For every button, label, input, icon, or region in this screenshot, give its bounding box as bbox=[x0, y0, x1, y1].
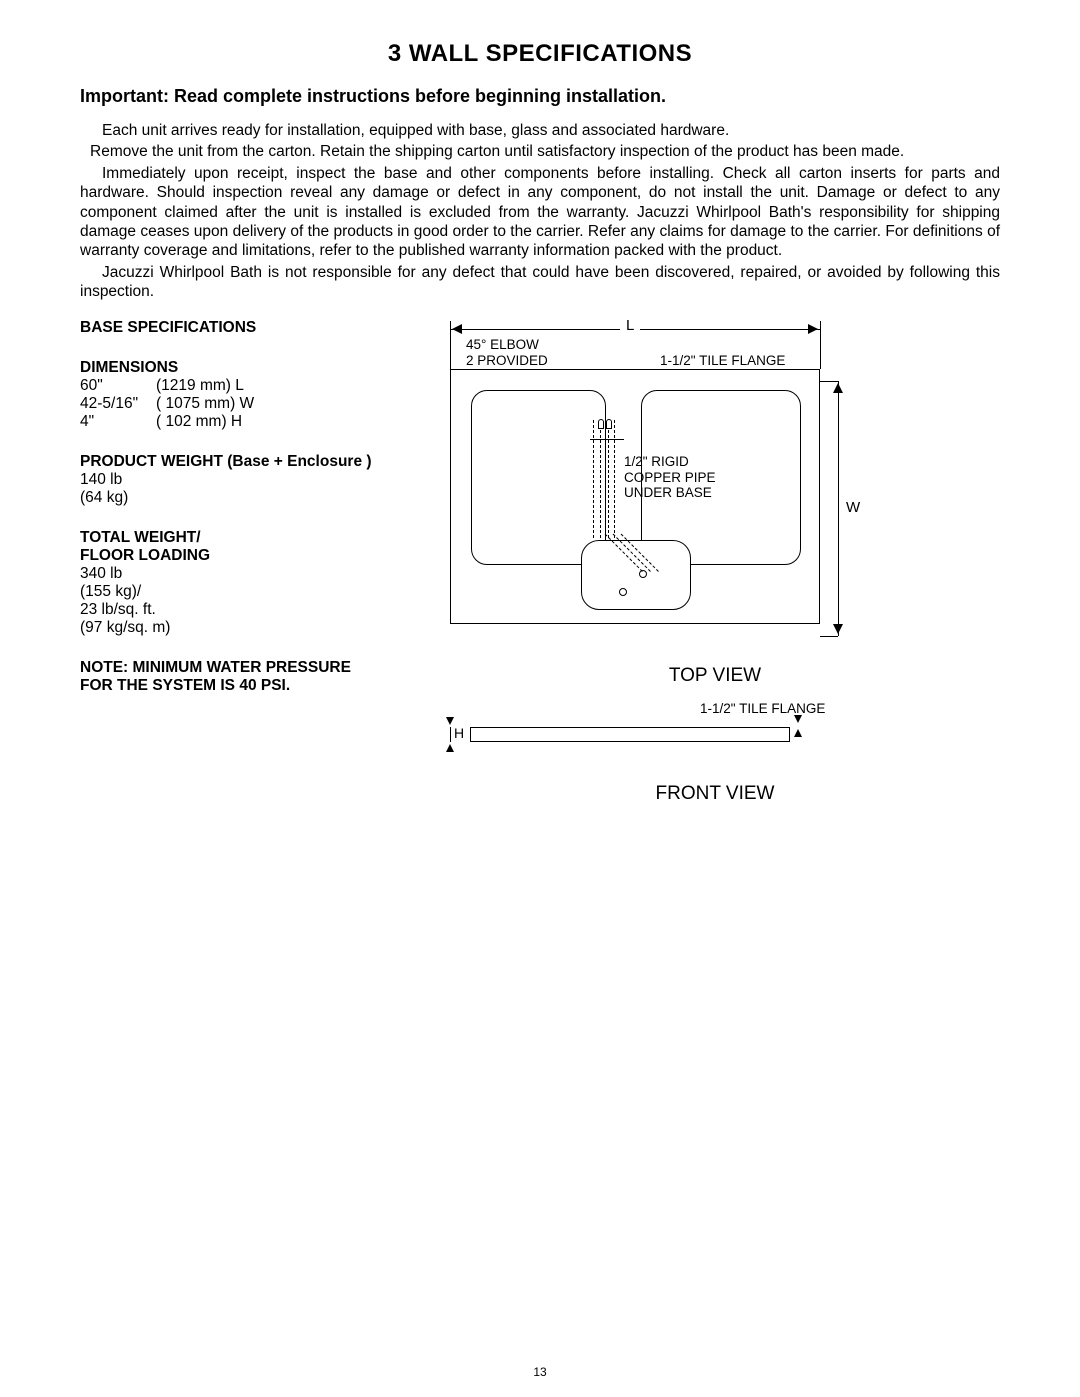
arrow-down-icon bbox=[794, 715, 802, 723]
dim-width-mm: ( 1075 mm) W bbox=[156, 395, 260, 413]
total-weight-heading-line1: TOTAL WEIGHT/ bbox=[80, 529, 430, 547]
front-profile-outline bbox=[470, 727, 790, 742]
dim-w-line bbox=[838, 381, 839, 636]
left-basin-outline bbox=[471, 390, 606, 565]
floor-loading-metric: (97 kg/sq. m) bbox=[80, 619, 430, 637]
table-row: 4" ( 102 mm) H bbox=[80, 413, 260, 431]
psi-note-line2: FOR THE SYSTEM IS 40 PSI. bbox=[80, 677, 430, 695]
elbow-callout-l1: 45° ELBOW bbox=[466, 337, 548, 353]
floor-loading-imperial: 23 lb/sq. ft. bbox=[80, 601, 430, 619]
arrow-right-icon bbox=[808, 324, 818, 334]
arrow-up-icon bbox=[833, 383, 843, 393]
intro-paragraph-4: Jacuzzi Whirlpool Bath is not responsibl… bbox=[80, 263, 1000, 302]
top-view-diagram: L 45° ELBOW 2 PROVIDED (LOOSE) 1-1/2" TI… bbox=[430, 319, 860, 659]
arrow-down-icon bbox=[833, 624, 843, 634]
intro-paragraph-1: Each unit arrives ready for installation… bbox=[80, 121, 1000, 140]
top-view-caption: TOP VIEW bbox=[430, 665, 1000, 687]
total-weight-lb: 340 lb bbox=[80, 565, 430, 583]
table-row: 60" (1219 mm) L bbox=[80, 377, 260, 395]
spec-column: BASE SPECIFICATIONS DIMENSIONS 60" (1219… bbox=[80, 319, 430, 811]
product-weight-heading: PRODUCT WEIGHT (Base + Enclosure ) bbox=[80, 453, 430, 471]
intro-paragraph-3: Immediately upon receipt, inspect the ba… bbox=[80, 164, 1000, 261]
arrow-down-icon bbox=[446, 717, 454, 725]
pipe-callout: 1/2" RIGID COPPER PIPE UNDER BASE bbox=[624, 454, 716, 501]
elbow-callout-l2: 2 PROVIDED bbox=[466, 353, 548, 369]
dim-w-label: W bbox=[846, 499, 860, 516]
dim-length-inch: 60" bbox=[80, 377, 156, 395]
arrow-up-icon bbox=[794, 729, 802, 737]
base-spec-heading: BASE SPECIFICATIONS bbox=[80, 319, 430, 337]
pipe-callout-l1: 1/2" RIGID bbox=[624, 454, 716, 470]
arrow-left-icon bbox=[452, 324, 462, 334]
front-flange-callout: 1-1/2" TILE FLANGE bbox=[700, 701, 825, 716]
dim-w-tick bbox=[820, 381, 838, 382]
front-view-caption: FRONT VIEW bbox=[430, 783, 1000, 805]
subtitle: Important: Read complete instructions be… bbox=[80, 86, 1000, 107]
pipe-diagonal bbox=[603, 532, 663, 592]
dim-h-label: H bbox=[454, 725, 464, 741]
flange-callout: 1-1/2" TILE FLANGE bbox=[660, 353, 785, 369]
dimensions-heading: DIMENSIONS bbox=[80, 359, 430, 377]
dim-height-mm: ( 102 mm) H bbox=[156, 413, 260, 431]
dim-height-inch: 4" bbox=[80, 413, 156, 431]
total-weight-kg: (155 kg)/ bbox=[80, 583, 430, 601]
dim-length-mm: (1219 mm) L bbox=[156, 377, 260, 395]
psi-note-line1: NOTE: MINIMUM WATER PRESSURE bbox=[80, 659, 430, 677]
pipe-callout-l2: COPPER PIPE bbox=[624, 470, 716, 486]
page-title: 3 WALL SPECIFICATIONS bbox=[80, 40, 1000, 68]
dim-h-rule bbox=[450, 727, 451, 742]
diagram-column: L 45° ELBOW 2 PROVIDED (LOOSE) 1-1/2" TI… bbox=[430, 319, 1000, 811]
arrow-up-icon bbox=[446, 744, 454, 752]
front-view-diagram: 1-1/2" TILE FLANGE H bbox=[430, 707, 860, 777]
intro-paragraph-2: Remove the unit from the carton. Retain … bbox=[80, 142, 1000, 161]
pipe-leader-line bbox=[590, 439, 624, 440]
dim-w-tick bbox=[820, 636, 838, 637]
dim-width-inch: 42-5/16" bbox=[80, 395, 156, 413]
page-number: 13 bbox=[0, 1365, 1080, 1379]
dim-l-label: L bbox=[620, 317, 640, 334]
total-weight-heading-line2: FLOOR LOADING bbox=[80, 547, 430, 565]
elbow-fittings-icon bbox=[597, 416, 613, 434]
product-weight-kg: (64 kg) bbox=[80, 489, 430, 507]
product-weight-lb: 140 lb bbox=[80, 471, 430, 489]
dimensions-table: 60" (1219 mm) L 42-5/16" ( 1075 mm) W 4"… bbox=[80, 377, 260, 431]
pipe-callout-l3: UNDER BASE bbox=[624, 485, 716, 501]
table-row: 42-5/16" ( 1075 mm) W bbox=[80, 395, 260, 413]
pipe-band bbox=[593, 420, 615, 538]
dim-l-tick bbox=[820, 321, 821, 369]
